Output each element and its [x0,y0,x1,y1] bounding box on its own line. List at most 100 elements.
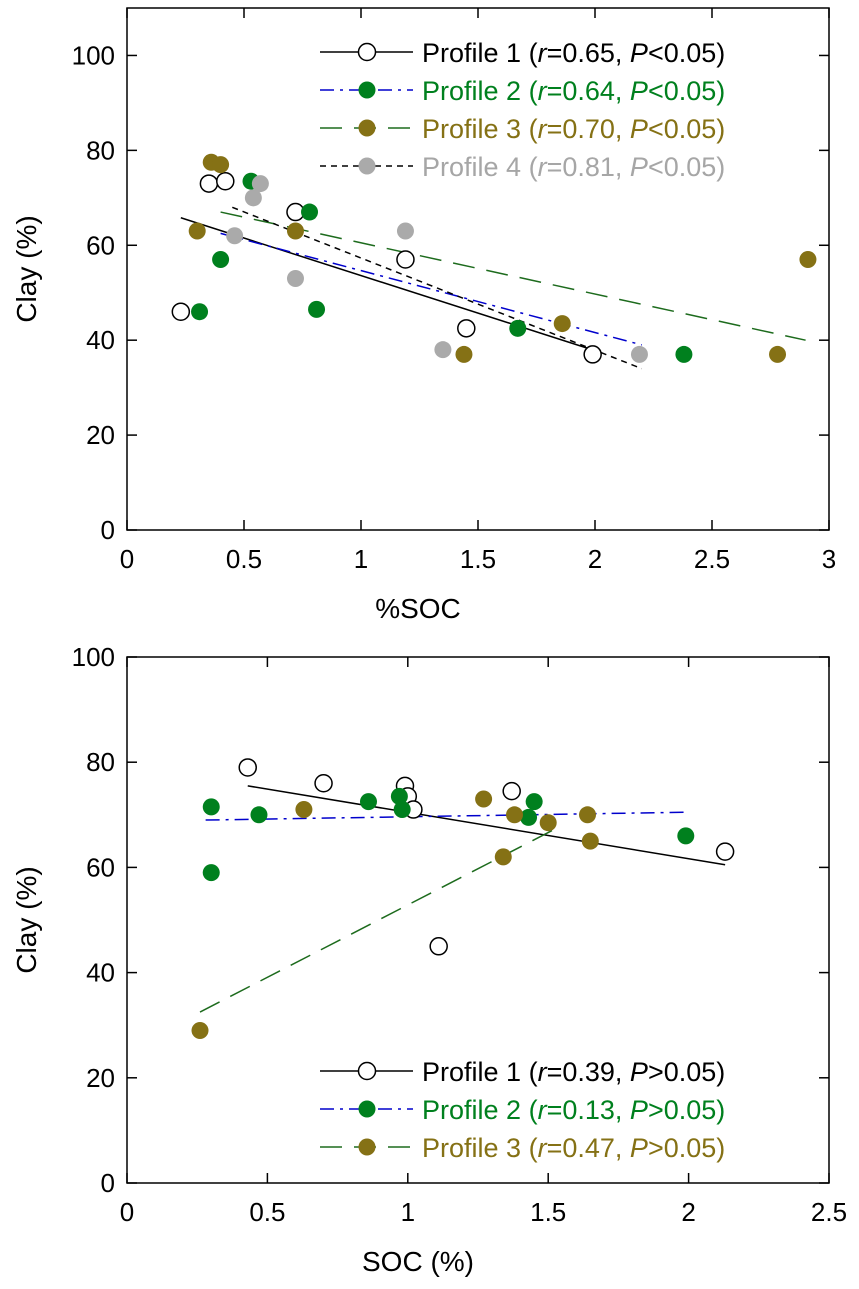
legend-p-symbol: P [630,152,648,182]
legend-label-profile-3: Profile 3 (r=0.47, P>0.05) [422,1133,725,1163]
legend-paren-close: ) [716,1057,725,1087]
legend-equals: = [547,114,563,144]
legend-equals: = [547,1133,563,1163]
legend-p-operator: > [648,1095,664,1125]
x-tick-label: 1 [354,544,368,574]
legend-p-value: 0.05 [664,76,717,106]
point-profile-2 [509,319,527,337]
legend-p-operator: < [648,152,664,182]
point-profile-2 [359,793,377,811]
legend-r-symbol: r [538,114,548,144]
legend-p-value: 0.05 [664,38,717,68]
point-profile-3 [286,222,304,240]
point-profile-3 [455,345,473,363]
fit-line-profile-4 [232,206,643,370]
legend-series-name: Profile 3 [422,1133,521,1163]
point-profile-2 [191,303,209,321]
legend-p-symbol: P [630,1095,648,1125]
x-tick-label: 0 [120,1197,134,1227]
legend-equals: = [547,152,563,182]
legend-label-profile-1: Profile 1 (r=0.65, P<0.05) [422,38,725,68]
legend-equals: = [547,76,563,106]
point-profile-4 [244,189,262,207]
point-profile-1 [583,345,602,364]
legend-p-operator: < [648,114,664,144]
point-profile-1 [396,250,415,269]
legend-p-symbol: P [630,114,648,144]
point-profile-2 [675,345,693,363]
legend-p-symbol: P [630,1057,648,1087]
point-profile-1 [429,937,448,956]
x-tick-label: 2 [588,544,602,574]
legend-label-profile-3: Profile 3 (r=0.70, P<0.05) [422,114,725,144]
legend-series-name: Profile 4 [422,152,521,182]
y-tick-label: 0 [101,515,115,545]
legend-marker-profile-2 [358,1100,376,1118]
point-profile-4 [251,175,269,193]
point-profile-3 [553,315,571,333]
legend-marker-profile-4 [358,157,376,175]
fit-line-profile-2 [220,232,642,346]
point-profile-3 [769,345,787,363]
x-tick-label: 2.5 [811,1197,847,1227]
legend: Profile 1 (r=0.65, P<0.05) Profile 2 (r=0… [320,38,725,182]
x-tick-label: 2 [681,1197,695,1227]
x-axis-title: SOC (%) [362,1246,474,1277]
legend-r-symbol: r [538,1095,548,1125]
legend-paren-close: ) [716,1095,725,1125]
legend-comma: , [615,1057,630,1087]
x-tick-label: 0.5 [226,544,262,574]
point-profile-1 [457,319,476,338]
legend-p-value: 0.05 [664,1133,717,1163]
y-tick-label: 40 [86,325,115,355]
legend-p-operator: < [648,38,664,68]
point-profile-3 [506,806,524,824]
legend-label-profile-1: Profile 1 (r=0.39, P>0.05) [422,1057,725,1087]
y-tick-label: 20 [86,1063,115,1093]
point-profile-2 [212,251,230,269]
point-profile-3 [579,806,597,824]
legend-comma: , [615,152,630,182]
legend-p-symbol: P [630,38,648,68]
legend-r-value: 0.39 [562,1057,615,1087]
legend-r-symbol: r [538,152,548,182]
point-profile-4 [396,222,414,240]
legend-comma: , [615,76,630,106]
legend-series-name: Profile 1 [422,38,521,68]
chart-1: 0 0.5 1 1.5 2 2.5 3 0 20 40 60 80 100 %SOC Clay (%) Pro… [11,7,836,624]
y-tick-label: 100 [72,642,115,672]
legend-comma: , [615,38,630,68]
legend-paren-open: ( [521,1095,538,1125]
legend-paren-open: ( [521,1133,538,1163]
y-tick-label: 100 [72,40,115,70]
point-profile-1 [238,758,257,777]
legend-p-operator: > [648,1057,664,1087]
x-tick-label: 1 [401,1197,415,1227]
legend-r-symbol: r [538,1133,548,1163]
legend-p-value: 0.05 [664,1057,717,1087]
x-tick-label: 2.5 [694,544,730,574]
fit-line-profile-3 [220,211,806,341]
point-profile-1 [171,302,191,321]
legend-label-profile-4: Profile 4 (r=0.81, P<0.05) [422,152,725,182]
point-profile-2 [520,808,538,826]
point-profile-4 [630,345,648,363]
y-axis-title: Clay (%) [11,215,42,322]
legend-p-symbol: P [630,1133,648,1163]
legend-marker-profile-3 [358,119,376,137]
legend-comma: , [615,1133,630,1163]
legend-p-symbol: P [630,76,648,106]
legend-r-symbol: r [538,76,548,106]
point-profile-2 [308,300,326,318]
legend-r-value: 0.70 [562,114,615,144]
point-profile-3 [191,1021,209,1039]
y-axis-title: Clay (%) [11,866,42,973]
y-tick-label: 0 [101,1168,115,1198]
legend-label-profile-2: Profile 2 (r=0.64, P<0.05) [422,76,725,106]
x-tick-label: 0.5 [249,1197,285,1227]
point-profile-4 [434,341,452,359]
legend-marker-profile-1 [357,1061,377,1081]
legend-paren-close: ) [716,114,725,144]
legend-p-value: 0.05 [664,114,717,144]
